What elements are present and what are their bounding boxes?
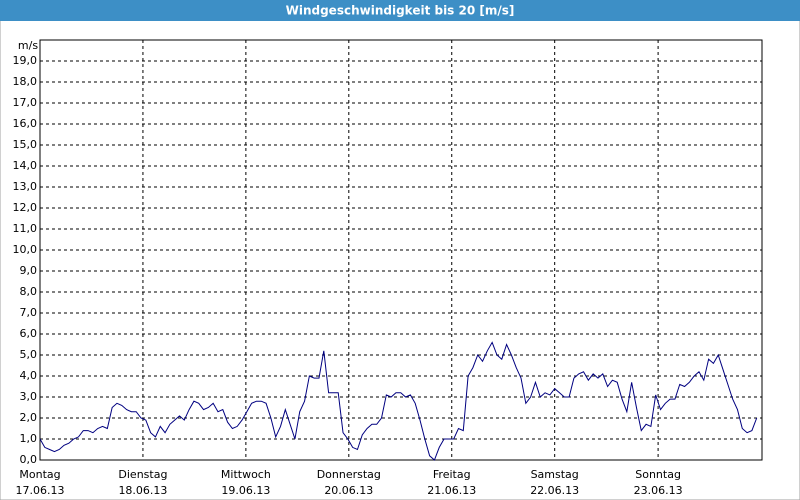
x-tick-date: 18.06.13 [118, 484, 167, 497]
x-tick-label: Sonntag [635, 468, 681, 481]
y-tick-label: 17,0 [13, 96, 38, 109]
x-tick-date: 23.06.13 [634, 484, 683, 497]
y-tick-label: 2,0 [20, 411, 38, 424]
y-tick-label: 13,0 [13, 180, 38, 193]
x-tick-label: Dienstag [118, 468, 167, 481]
x-tick-label: Donnerstag [317, 468, 381, 481]
y-tick-label: 7,0 [20, 306, 38, 319]
x-tick-label: Freitag [433, 468, 471, 481]
y-tick-label: 10,0 [13, 243, 38, 256]
y-tick-label: 3,0 [20, 390, 38, 403]
y-tick-label: 5,0 [20, 348, 38, 361]
x-tick-label: Samstag [531, 468, 579, 481]
y-tick-label: 11,0 [13, 222, 38, 235]
y-tick-label: 16,0 [13, 117, 38, 130]
y-tick-label: 1,0 [20, 432, 38, 445]
chart-title: Windgeschwindigkeit bis 20 [m/s] [286, 4, 515, 18]
y-tick-label: 4,0 [20, 369, 38, 382]
y-tick-label: 18,0 [13, 75, 38, 88]
y-tick-label: 0,0 [20, 453, 38, 466]
x-tick-label: Mittwoch [221, 468, 271, 481]
y-tick-label: 12,0 [13, 201, 38, 214]
y-tick-label: 15,0 [13, 138, 38, 151]
y-tick-label: 19,0 [13, 54, 38, 67]
wind-line [39, 341, 758, 461]
x-tick-date: 17.06.13 [16, 484, 65, 497]
x-tick-date: 20.06.13 [324, 484, 373, 497]
y-axis-label: m/s [18, 39, 38, 52]
y-tick-label: 6,0 [20, 327, 38, 340]
y-tick-label: 8,0 [20, 285, 38, 298]
y-tick-label: 9,0 [20, 264, 38, 277]
x-tick-date: 19.06.13 [221, 484, 270, 497]
y-tick-label: 14,0 [13, 159, 38, 172]
title-bar [0, 0, 800, 21]
x-tick-label: Montag [19, 468, 60, 481]
x-tick-date: 22.06.13 [530, 484, 579, 497]
x-tick-date: 21.06.13 [427, 484, 476, 497]
